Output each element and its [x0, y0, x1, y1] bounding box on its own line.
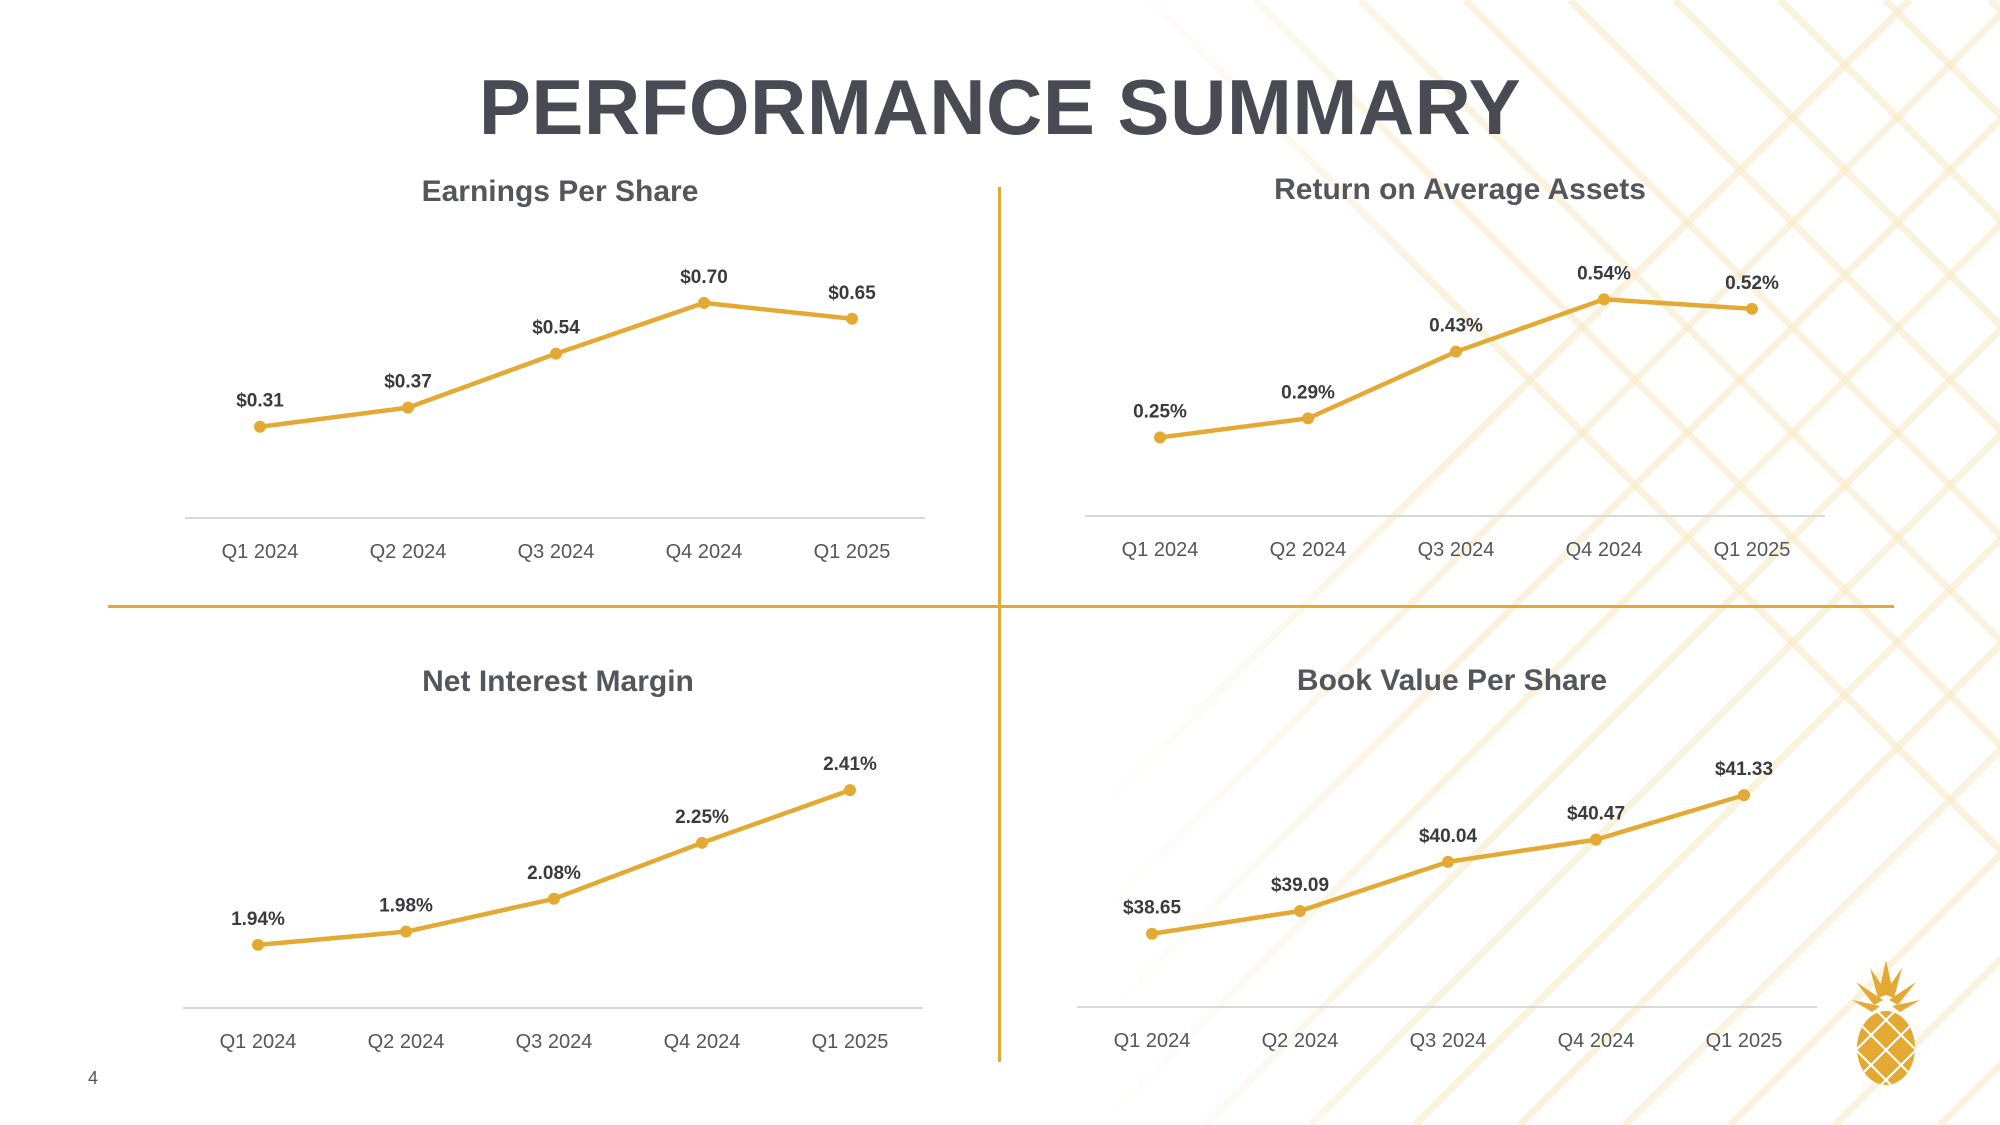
data-point [254, 420, 266, 433]
data-point [550, 347, 562, 360]
data-point [1302, 412, 1314, 425]
data-label: $40.47 [1567, 804, 1625, 825]
x-tick-label: Q1 2025 [812, 1031, 889, 1053]
data-point [548, 892, 560, 905]
x-tick-label: Q2 2024 [1262, 1030, 1339, 1052]
data-label: $41.33 [1715, 759, 1773, 780]
data-point [1738, 789, 1750, 802]
data-label: 0.25% [1133, 401, 1187, 422]
data-point [1598, 293, 1610, 306]
data-label: 1.94% [231, 909, 285, 930]
horizontal-divider [108, 605, 1894, 608]
data-label: 2.25% [675, 807, 729, 828]
x-tick-label: Q4 2024 [664, 1031, 741, 1053]
data-label: $0.54 [532, 318, 580, 339]
page-title: PERFORMANCE SUMMARY [478, 63, 1522, 151]
chart-title: Net Interest Margin [422, 665, 694, 698]
chart-svg: $0.31 Q1 2024 $0.37 Q2 2024 $0.54 Q3 2024 $0.7… [185, 267, 925, 563]
data-point [1146, 927, 1158, 940]
data-point [1154, 431, 1166, 444]
data-point [1450, 345, 1462, 358]
data-label: 2.41% [823, 754, 877, 775]
x-tick-label: Q4 2024 [1566, 539, 1643, 561]
chart-book-value-per-share: $38.65 Q1 2024 $39.09 Q2 2024 $40.04 Q3 2024 $… [1002, 664, 1902, 1084]
chart-title: Return on Average Assets [1274, 173, 1646, 206]
pineapple-logo-icon [1852, 960, 1920, 1085]
chart-earnings-per-share: $0.31 Q1 2024 $0.37 Q2 2024 $0.54 Q3 2024 $0.7… [110, 175, 1010, 595]
x-tick-label: Q4 2024 [666, 541, 743, 563]
x-tick-label: Q1 2024 [1122, 539, 1199, 561]
x-tick-label: Q1 2024 [222, 541, 299, 563]
data-label: 1.98% [379, 896, 433, 917]
data-point [696, 836, 708, 849]
x-tick-label: Q1 2024 [220, 1031, 297, 1053]
chart-svg: $38.65 Q1 2024 $39.09 Q2 2024 $40.04 Q3 2024 $… [1077, 759, 1817, 1052]
x-tick-label: Q1 2025 [1706, 1030, 1783, 1052]
data-label: 0.29% [1281, 382, 1335, 403]
x-tick-label: Q2 2024 [368, 1031, 445, 1053]
data-label: 2.08% [527, 863, 581, 884]
chart-title: Earnings Per Share [421, 175, 699, 208]
data-label: 0.54% [1577, 263, 1631, 284]
x-tick-label: Q1 2025 [814, 541, 891, 563]
data-point [1590, 833, 1602, 846]
x-tick-label: Q3 2024 [518, 541, 595, 563]
x-tick-label: Q1 2024 [1114, 1030, 1191, 1052]
x-tick-label: Q2 2024 [1270, 539, 1347, 561]
chart-net-interest-margin: 1.94% Q1 2024 1.98% Q2 2024 2.08% Q3 2024 2.25… [108, 665, 1008, 1085]
data-label: $0.65 [828, 283, 876, 304]
x-tick-label: Q4 2024 [1558, 1030, 1635, 1052]
x-tick-label: Q3 2024 [1410, 1030, 1487, 1052]
chart-return-on-average-assets: 0.25% Q1 2024 0.29% Q2 2024 0.43% Q3 2024 0.54… [1010, 173, 1910, 593]
chart-svg: 0.25% Q1 2024 0.29% Q2 2024 0.43% Q3 2024 0.54… [1085, 263, 1825, 561]
data-point [402, 401, 414, 414]
chart-title: Book Value Per Share [1296, 664, 1608, 697]
data-point [846, 312, 858, 325]
data-point [698, 296, 710, 309]
data-label: $0.31 [236, 391, 284, 412]
data-label: $40.04 [1419, 826, 1478, 847]
data-point [1294, 904, 1306, 917]
x-tick-label: Q3 2024 [516, 1031, 593, 1053]
data-point [844, 784, 856, 797]
x-tick-label: Q1 2025 [1714, 539, 1791, 561]
data-point [252, 938, 264, 951]
data-point [1746, 302, 1758, 315]
data-label: $38.65 [1123, 898, 1182, 919]
chart-svg: 1.94% Q1 2024 1.98% Q2 2024 2.08% Q3 2024 2.25… [183, 754, 923, 1053]
data-label: 0.43% [1429, 316, 1483, 337]
data-point [400, 925, 412, 938]
x-tick-label: Q3 2024 [1418, 539, 1495, 561]
x-tick-label: Q2 2024 [370, 541, 447, 563]
data-label: $0.70 [680, 267, 728, 288]
page-number: 4 [88, 1068, 99, 1088]
data-label: 0.52% [1725, 273, 1779, 294]
data-label: $0.37 [384, 372, 432, 393]
data-point [1442, 855, 1454, 868]
data-label: $39.09 [1271, 875, 1329, 896]
vertical-divider [998, 187, 1001, 1062]
